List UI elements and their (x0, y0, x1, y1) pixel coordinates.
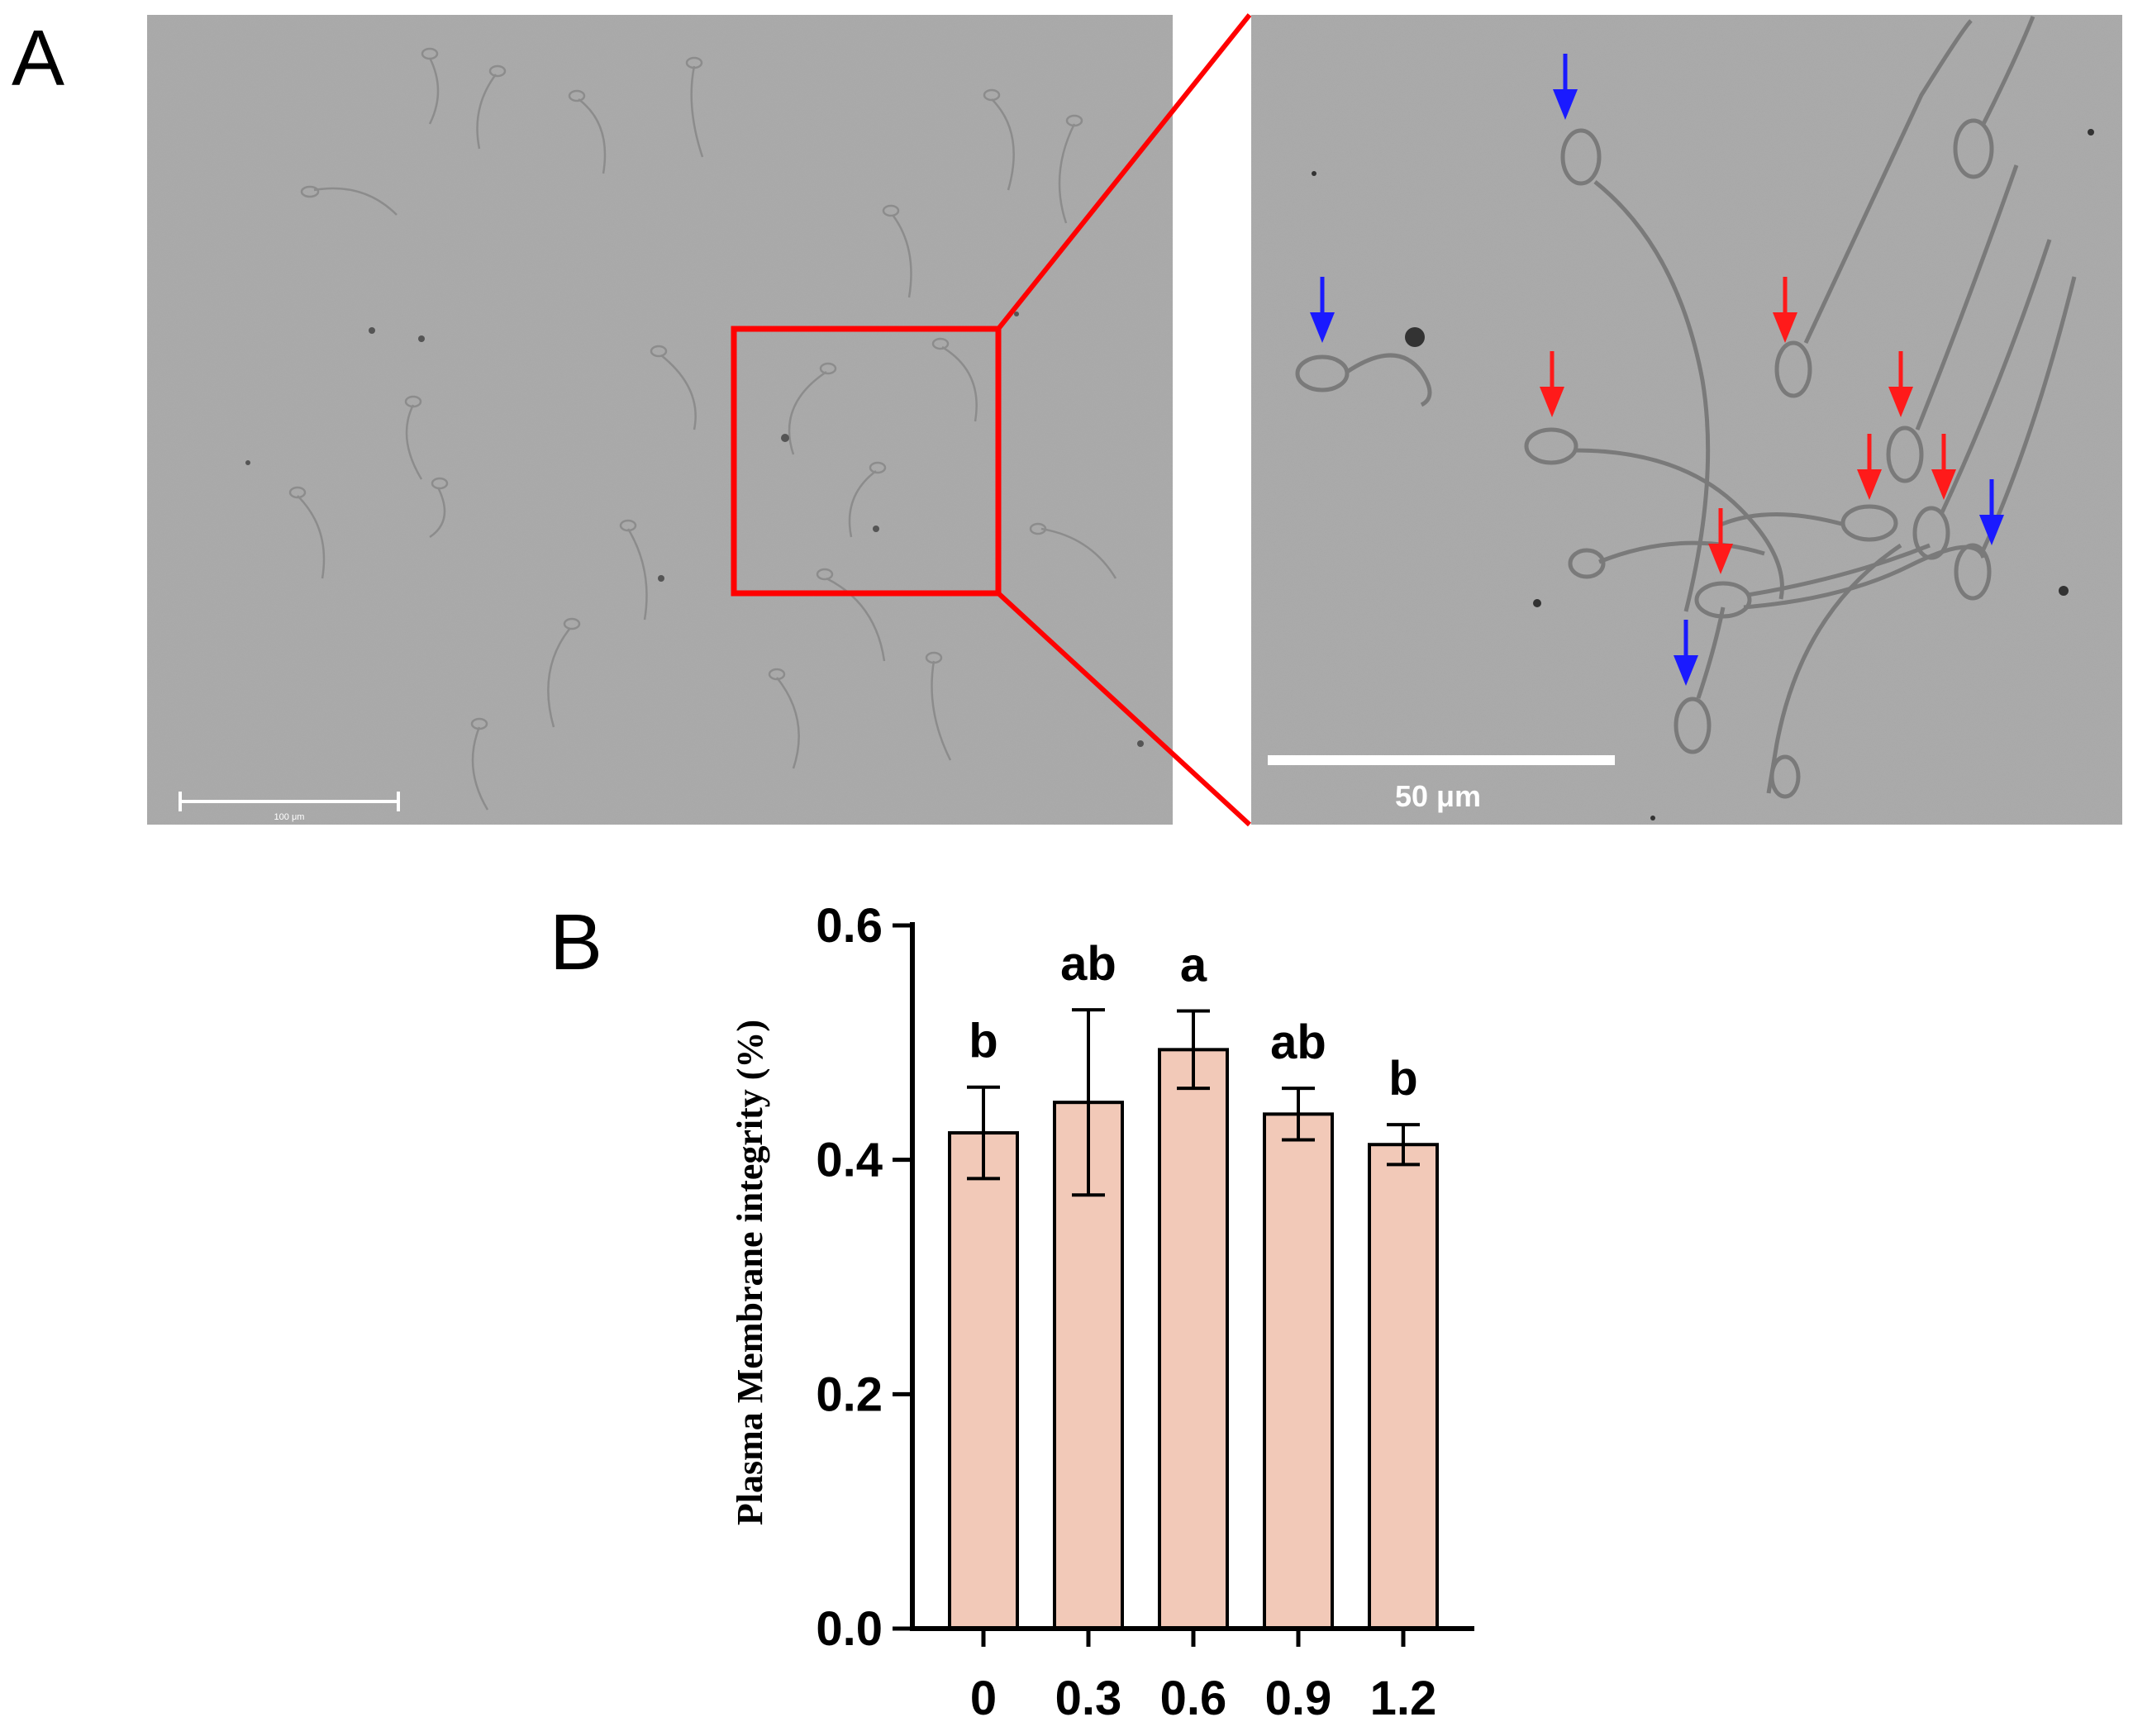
scale-bar-small: 100 μm (179, 792, 400, 822)
arrow-blue (1310, 277, 1335, 343)
zoom-connector-top (996, 13, 1252, 331)
error-bar (1282, 1087, 1315, 1142)
panel-a-label: A (12, 14, 64, 102)
y-tick-label: 0.0 (816, 1602, 883, 1656)
significance-letter: a (1180, 939, 1207, 992)
x-tick-label: 0.9 (1265, 1672, 1332, 1725)
panel-b-label: B (550, 898, 602, 987)
significance-letters: b ab a ab b (969, 937, 1417, 1106)
significance-letter: b (1388, 1052, 1417, 1106)
significance-letter: b (969, 1015, 997, 1068)
debris-dots-magnified (1312, 129, 2094, 820)
sperm-cells-overview (288, 47, 1117, 811)
y-ticks: 0.0 0.2 0.4 0.6 (816, 899, 912, 1656)
y-axis-label: Plasma Membrane integrity (%) (730, 1020, 770, 1525)
bar (948, 1131, 1019, 1631)
scale-bar-large-label: 50 μm (1395, 779, 1481, 813)
bar (1263, 1112, 1334, 1630)
error-bar (1072, 1008, 1105, 1197)
scale-bar-large: 50 μm (1268, 755, 1615, 813)
scale-bar-small-label: 100 μm (274, 812, 305, 822)
arrow-red (1773, 277, 1797, 343)
debris-dots-overview (245, 312, 1144, 747)
zoom-connector-bottom (996, 591, 1252, 827)
arrow-red (1857, 434, 1882, 500)
zoom-region-box (731, 326, 1002, 597)
micrograph-magnified-grain (1251, 15, 2122, 825)
y-tick-label: 0.4 (816, 1134, 883, 1187)
arrow-blue (1979, 479, 2004, 545)
x-ticks: 0 0.3 0.6 0.9 1.2 (970, 1629, 1436, 1725)
y-tick-label: 0.6 (816, 899, 883, 953)
panel-b: B Plasma Membrane integrity (%) b ab a abb … (550, 898, 1474, 1725)
arrow-red (1708, 508, 1733, 574)
x-tick-label: 1.2 (1370, 1672, 1437, 1725)
panel-a: A (12, 13, 2122, 827)
micrograph-overview-grain (147, 15, 1173, 825)
sperm-cells-magnified (1295, 16, 2077, 799)
x-tick-label: 0 (970, 1672, 997, 1725)
significance-letter: ab (1060, 937, 1116, 991)
arrow-red (1540, 351, 1564, 417)
error-bar (1177, 1009, 1210, 1091)
arrow-blue (1553, 54, 1578, 120)
micrograph-magnified: 50 μm (1251, 15, 2122, 825)
arrow-red (1931, 434, 1956, 500)
bar (1368, 1143, 1439, 1631)
micrograph-overview: 100 μm (147, 15, 1173, 825)
error-bar (1387, 1123, 1420, 1167)
significance-letter: ab (1270, 1015, 1326, 1069)
bar (1158, 1048, 1229, 1631)
bars (948, 1048, 1439, 1631)
arrow-red (1888, 351, 1913, 417)
y-tick-label: 0.2 (816, 1367, 883, 1421)
arrow-blue (1674, 620, 1698, 686)
x-tick-label: 0.6 (1160, 1672, 1227, 1725)
x-tick-label: 0.3 (1055, 1672, 1122, 1725)
error-bar (967, 1085, 1000, 1181)
arrows (1310, 54, 2004, 686)
error-bars (967, 1008, 1420, 1197)
